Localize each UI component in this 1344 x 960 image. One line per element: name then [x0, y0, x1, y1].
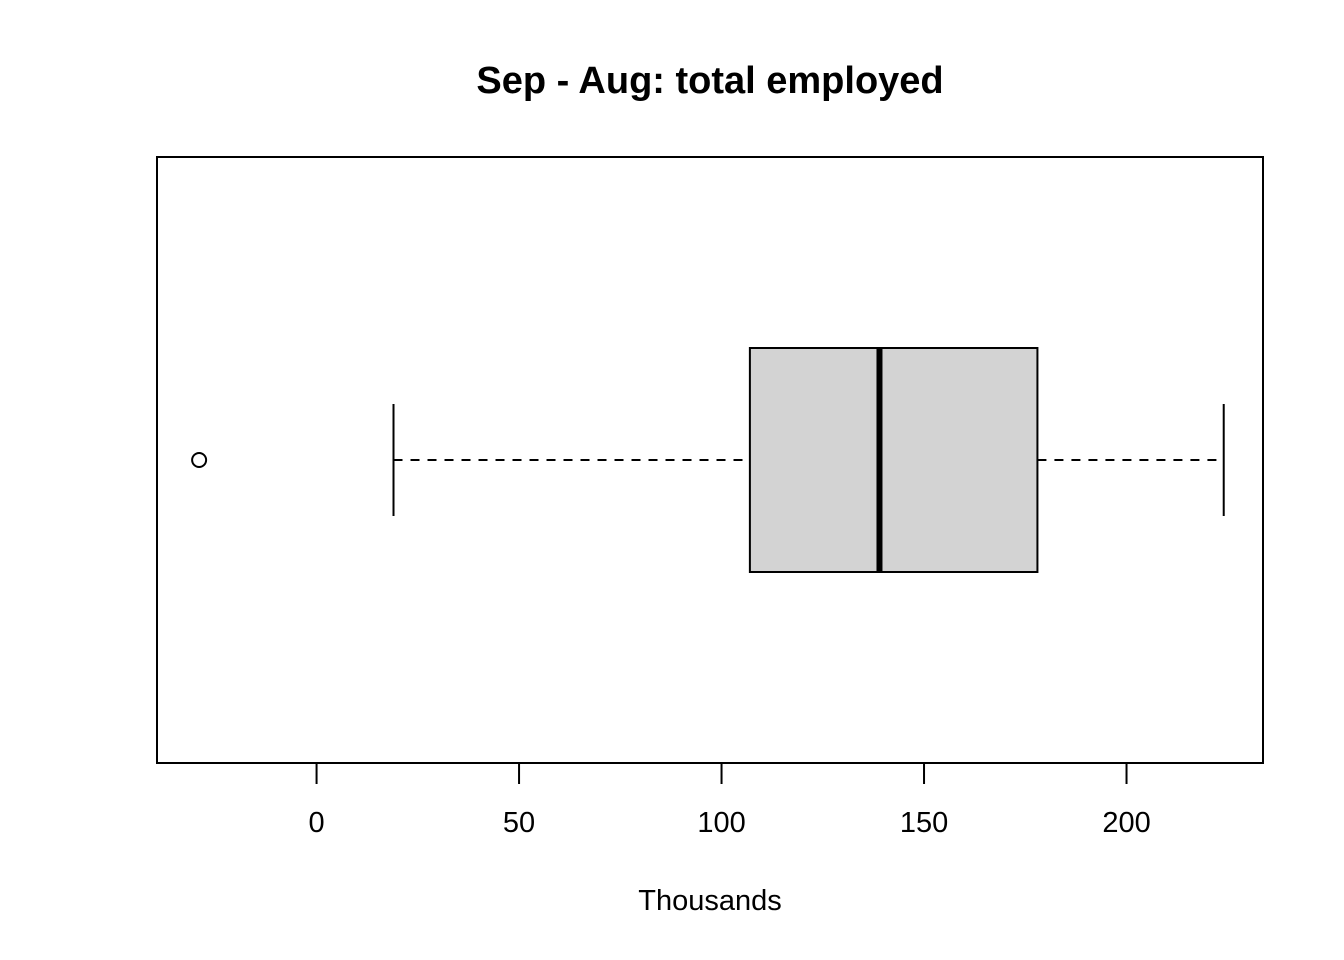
interquartile-box [748, 347, 1039, 573]
x-tick-label: 50 [503, 807, 535, 839]
x-tick-label: 0 [308, 807, 324, 839]
x-tick-label: 150 [900, 807, 948, 839]
boxplot-series [191, 347, 1225, 573]
x-tick-label: 200 [1102, 807, 1150, 839]
x-axis: 0 50 100 150 200 [308, 762, 1151, 839]
outlier-point [191, 452, 208, 468]
chart-title: Sep - Aug: total employed [476, 60, 943, 102]
x-tick-label: 100 [697, 807, 745, 839]
x-axis-label: Thousands [638, 885, 782, 917]
